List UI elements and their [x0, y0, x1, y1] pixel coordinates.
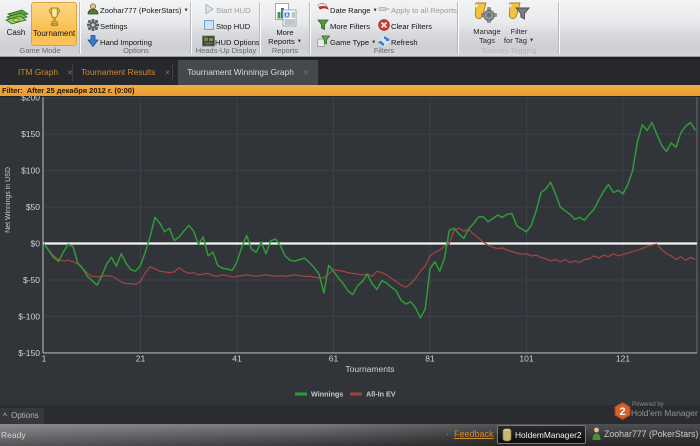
svg-text:$200: $200: [21, 96, 40, 103]
svg-text:$50: $50: [26, 202, 40, 212]
svg-text:1: 1: [42, 354, 47, 364]
svg-text:$-100: $-100: [18, 311, 40, 321]
svg-text:$150: $150: [21, 129, 40, 139]
svg-text:A: A: [285, 13, 289, 19]
svg-text:81: 81: [425, 354, 435, 364]
svg-text:2: 2: [619, 406, 625, 418]
svg-text:61: 61: [329, 354, 339, 364]
svg-text:$-150: $-150: [18, 348, 40, 358]
svg-text:$0: $0: [31, 239, 41, 249]
svg-text:Winnings: Winnings: [311, 390, 343, 399]
svg-text:101: 101: [519, 354, 533, 364]
svg-text:$100: $100: [21, 166, 40, 176]
svg-text:$-50: $-50: [23, 275, 40, 285]
svg-text:121: 121: [616, 354, 630, 364]
svg-text:21: 21: [136, 354, 146, 364]
svg-text:41: 41: [232, 354, 242, 364]
svg-text:Net Winnings in USD: Net Winnings in USD: [5, 167, 12, 233]
svg-text:All-In EV: All-In EV: [366, 390, 396, 399]
svg-text:Tournaments: Tournaments: [345, 364, 394, 374]
